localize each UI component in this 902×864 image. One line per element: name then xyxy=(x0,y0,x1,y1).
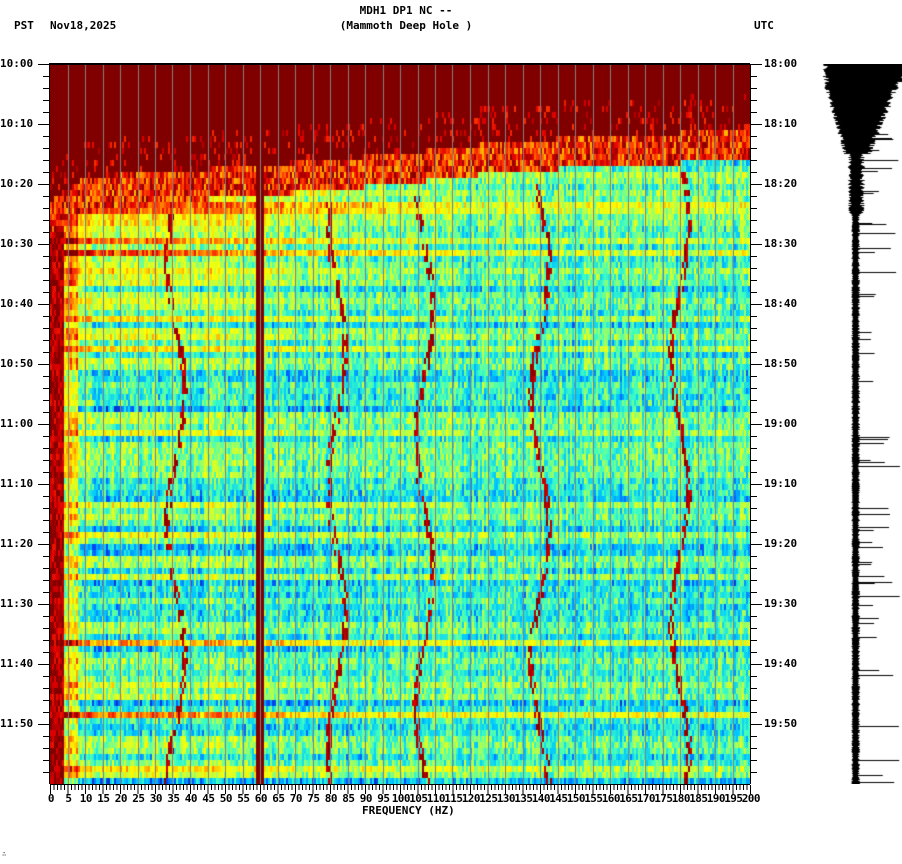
y-tick-label-left: 11:30 xyxy=(0,597,34,610)
spectrogram-heatmap xyxy=(50,64,750,784)
chart-title: MDH1 DP1 NC -- xyxy=(359,4,453,17)
x-tick-label: 30 xyxy=(149,792,163,805)
y-tick-label-right: 19:00 xyxy=(764,417,798,430)
x-tick-label: 70 xyxy=(289,792,303,805)
x-tick-label: 15 xyxy=(97,792,110,805)
y-tick-label-left: 11:20 xyxy=(0,537,34,550)
x-tick-label: 200 xyxy=(741,792,761,805)
spectrogram-plot xyxy=(50,64,750,784)
x-tick-label: 175 xyxy=(654,792,673,805)
x-tick-label: 165 xyxy=(619,792,638,805)
x-tick-label: 100 xyxy=(391,792,411,805)
seismogram-trace xyxy=(815,64,902,784)
right-timezone-label: UTC xyxy=(754,19,774,32)
y-tick-label-right: 19:30 xyxy=(764,597,798,610)
y-tick-label-left: 10:30 xyxy=(0,237,34,250)
x-tick-label: 110 xyxy=(426,792,446,805)
x-tick-label: 115 xyxy=(444,792,463,805)
y-tick-label-right: 19:50 xyxy=(764,717,798,730)
x-tick-label: 10 xyxy=(79,792,93,805)
x-tick-label: 45 xyxy=(202,792,215,805)
y-tick-label-right: 18:30 xyxy=(764,237,798,250)
y-tick-label-left: 11:40 xyxy=(0,657,34,670)
x-tick-label: 90 xyxy=(359,792,373,805)
x-tick-label: 140 xyxy=(531,792,551,805)
x-tick-label: 25 xyxy=(132,792,145,805)
y-tick-label-left: 10:40 xyxy=(0,297,34,310)
x-tick-label: 190 xyxy=(706,792,726,805)
x-axis-title: FREQUENCY (HZ) xyxy=(362,804,455,817)
date-label: Nov18,2025 xyxy=(50,19,117,32)
x-tick-label: 185 xyxy=(689,792,708,805)
y-tick-label-left: 11:10 xyxy=(0,477,34,490)
x-tick-label: 105 xyxy=(409,792,428,805)
x-tick-label: 180 xyxy=(671,792,691,805)
y-tick-label-left: 11:00 xyxy=(0,417,34,430)
corner-mark: ∴ xyxy=(2,850,7,858)
x-tick-label: 120 xyxy=(461,792,481,805)
x-tick-label: 40 xyxy=(184,792,198,805)
y-tick-label-left: 11:50 xyxy=(0,717,34,730)
y-tick-label-right: 19:40 xyxy=(764,657,798,670)
y-tick-label-right: 18:40 xyxy=(764,297,798,310)
left-timezone-label: PST xyxy=(14,19,34,32)
x-tick-label: 55 xyxy=(237,792,250,805)
y-tick-label-right: 19:20 xyxy=(764,537,798,550)
x-tick-label: 60 xyxy=(254,792,268,805)
x-tick-label: 155 xyxy=(584,792,603,805)
x-tick-label: 195 xyxy=(724,792,743,805)
x-tick-label: 65 xyxy=(272,792,285,805)
x-tick-label: 35 xyxy=(167,792,180,805)
y-tick-label-right: 18:20 xyxy=(764,177,798,190)
x-tick-label: 0 xyxy=(47,792,55,805)
y-tick-label-left: 10:10 xyxy=(0,117,34,130)
y-tick-label-right: 19:10 xyxy=(764,477,798,490)
x-tick-label: 85 xyxy=(342,792,355,805)
x-tick-label: 145 xyxy=(549,792,568,805)
x-tick-label: 170 xyxy=(636,792,656,805)
x-tick-label: 20 xyxy=(114,792,128,805)
x-tick-label: 130 xyxy=(496,792,516,805)
x-tick-label: 150 xyxy=(566,792,586,805)
y-tick-label-right: 18:00 xyxy=(764,57,798,70)
y-tick-label-right: 18:10 xyxy=(764,117,798,130)
chart-subtitle-station: (Mammoth Deep Hole ) xyxy=(339,19,473,32)
x-tick-label: 160 xyxy=(601,792,621,805)
x-tick-label: 5 xyxy=(65,792,72,805)
y-tick-label-right: 18:50 xyxy=(764,357,798,370)
y-tick-label-left: 10:20 xyxy=(0,177,34,190)
y-tick-label-left: 10:50 xyxy=(0,357,34,370)
x-tick-label: 125 xyxy=(479,792,498,805)
y-tick-label-left: 10:00 xyxy=(0,57,34,70)
x-tick-label: 75 xyxy=(307,792,320,805)
x-tick-label: 135 xyxy=(514,792,533,805)
x-tick-label: 95 xyxy=(377,792,390,805)
x-tick-label: 80 xyxy=(324,792,338,805)
x-tick-label: 50 xyxy=(219,792,233,805)
